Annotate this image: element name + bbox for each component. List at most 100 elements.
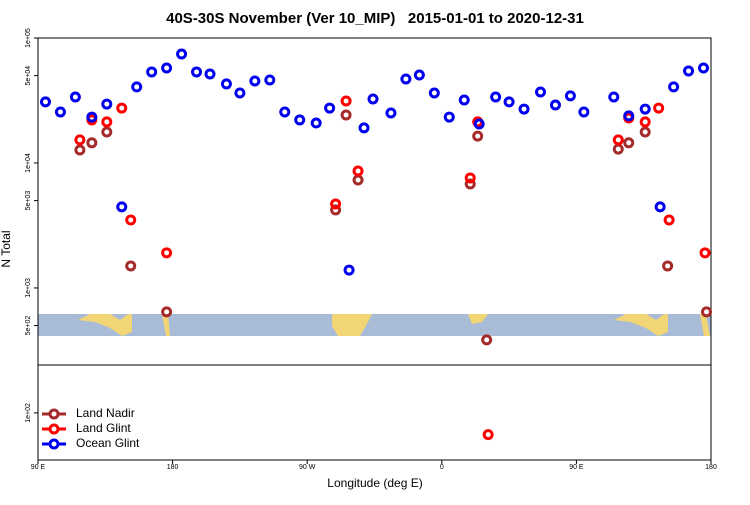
point	[352, 165, 364, 177]
point	[578, 106, 590, 118]
point	[86, 111, 98, 123]
map-strip	[38, 314, 711, 336]
point	[400, 73, 412, 85]
legend-marker	[48, 438, 60, 450]
point	[639, 126, 651, 138]
point	[125, 214, 137, 226]
point	[473, 118, 485, 130]
point	[146, 66, 158, 78]
point	[101, 98, 113, 110]
point	[464, 178, 476, 190]
point	[101, 126, 113, 138]
point	[101, 116, 113, 128]
point	[191, 66, 203, 78]
point	[74, 134, 86, 146]
y-tick-label: 1e+05	[25, 28, 32, 48]
point	[663, 214, 675, 226]
point	[340, 95, 352, 107]
point	[264, 74, 276, 86]
y-tick-label: 1e+02	[25, 403, 32, 423]
point	[116, 201, 128, 213]
point	[443, 111, 455, 123]
point	[116, 102, 128, 114]
point	[472, 130, 484, 142]
x-axis-label: Longitude (deg E)	[327, 476, 422, 490]
point	[161, 62, 173, 74]
y-tick-label: 5e+02	[25, 316, 32, 336]
point	[161, 247, 173, 259]
point	[310, 117, 322, 129]
point	[564, 90, 576, 102]
y-axis-label: N Total	[0, 230, 13, 267]
point	[608, 91, 620, 103]
point	[74, 144, 86, 156]
x-tick-label: 90 E	[569, 464, 584, 471]
y-tick-label: 1e+03	[25, 278, 32, 298]
point	[612, 134, 624, 146]
point	[39, 96, 51, 108]
y-tick-label: 1e+04	[25, 153, 32, 173]
point	[464, 172, 476, 184]
point	[535, 86, 547, 98]
point	[279, 106, 291, 118]
point	[125, 260, 137, 272]
point	[549, 99, 561, 111]
point	[701, 306, 713, 318]
point	[69, 91, 81, 103]
point	[324, 102, 336, 114]
x-tick-label: 180	[167, 464, 179, 471]
y-tick-label: 5e+03	[25, 191, 32, 211]
point	[458, 94, 470, 106]
x-tick-label: 0	[440, 464, 444, 471]
x-tick-label: 90 E	[31, 464, 46, 471]
chart-title: 40S-30S November (Ver 10_MIP) 2015-01-01…	[166, 10, 584, 27]
point	[330, 204, 342, 216]
point	[176, 48, 188, 60]
point	[490, 91, 502, 103]
point	[654, 201, 666, 213]
x-tick-label: 90 W	[299, 464, 316, 471]
point	[385, 107, 397, 119]
point	[612, 143, 624, 155]
point	[518, 103, 530, 115]
point	[683, 65, 695, 77]
point	[503, 96, 515, 108]
point	[623, 110, 635, 122]
point	[131, 81, 143, 93]
point	[54, 106, 66, 118]
point	[413, 69, 425, 81]
point	[358, 122, 370, 134]
legend-label: Land Glint	[76, 421, 131, 435]
point	[294, 114, 306, 126]
legend-label: Ocean Glint	[76, 436, 140, 450]
point	[352, 174, 364, 186]
y-tick-label: 5e+04	[25, 66, 32, 86]
plot-frame	[37, 37, 712, 461]
legend-label: Land Nadir	[76, 406, 135, 420]
point	[367, 93, 379, 105]
point	[428, 87, 440, 99]
point	[698, 62, 710, 74]
point	[623, 137, 635, 149]
x-tick-label: 180	[705, 464, 717, 471]
legend-marker	[48, 423, 60, 435]
point	[343, 264, 355, 276]
point	[86, 137, 98, 149]
point	[482, 429, 494, 441]
legend-marker	[48, 408, 60, 420]
point	[699, 247, 711, 259]
point	[249, 75, 261, 87]
point	[220, 78, 232, 90]
point	[639, 116, 651, 128]
point	[340, 109, 352, 121]
point	[161, 306, 173, 318]
point	[653, 102, 665, 114]
point	[204, 68, 216, 80]
point	[639, 103, 651, 115]
point	[662, 260, 674, 272]
point	[668, 81, 680, 93]
point	[234, 87, 246, 99]
point	[481, 334, 493, 346]
point	[330, 198, 342, 210]
